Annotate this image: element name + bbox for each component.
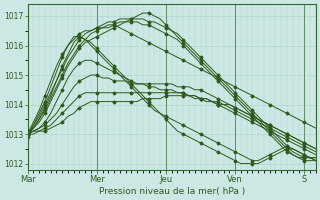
X-axis label: Pression niveau de la mer( hPa ): Pression niveau de la mer( hPa ) [99, 187, 245, 196]
